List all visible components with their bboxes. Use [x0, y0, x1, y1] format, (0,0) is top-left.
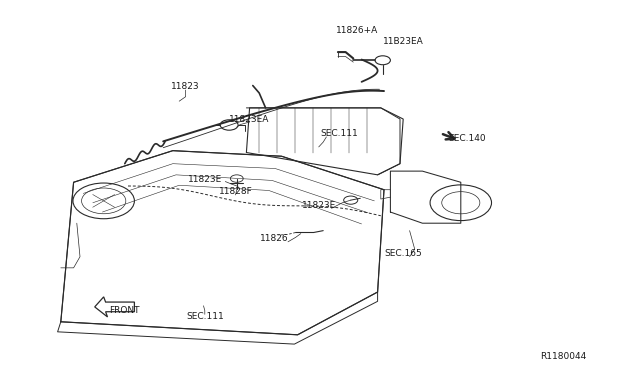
- Text: 11823E: 11823E: [188, 175, 222, 184]
- Text: FRONT: FRONT: [109, 306, 140, 315]
- Text: 11826+A: 11826+A: [336, 26, 378, 35]
- Text: SEC.111: SEC.111: [186, 312, 223, 321]
- Text: 11823EA: 11823EA: [229, 115, 270, 124]
- Text: SEC.165: SEC.165: [385, 249, 422, 258]
- Text: 11828F: 11828F: [219, 187, 252, 196]
- Text: 11B23EA: 11B23EA: [383, 37, 424, 46]
- Text: SEC.140: SEC.140: [449, 134, 486, 143]
- Text: R1180044: R1180044: [540, 352, 586, 361]
- Text: 11823: 11823: [172, 82, 200, 91]
- Text: 11823E: 11823E: [301, 201, 336, 210]
- Text: 11826: 11826: [260, 234, 288, 243]
- Text: SEC.111: SEC.111: [321, 129, 358, 138]
- Polygon shape: [95, 297, 134, 317]
